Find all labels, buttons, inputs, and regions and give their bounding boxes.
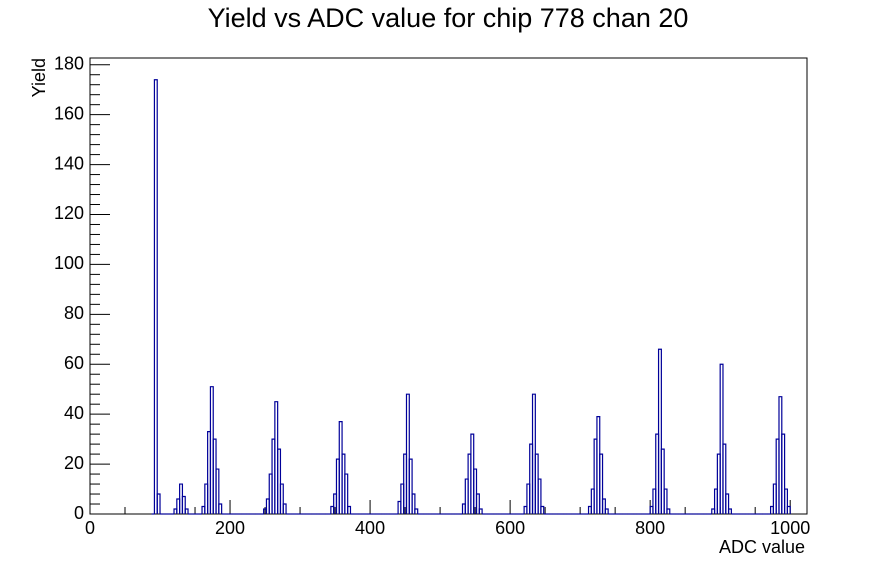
histogram-bin <box>411 493 416 514</box>
histogram-bin <box>218 503 223 514</box>
histogram-bin <box>215 468 220 514</box>
histogram-bin <box>344 473 349 514</box>
y-axis-label: Yield <box>29 58 49 97</box>
histogram-bin <box>405 393 410 514</box>
histogram-bin <box>473 468 478 514</box>
histogram-bin <box>781 433 786 514</box>
y-tick-label: 40 <box>64 403 84 423</box>
histogram-bin <box>786 505 791 514</box>
histogram-bin <box>719 363 724 514</box>
histogram-bin <box>478 508 483 514</box>
x-tick-label: 1000 <box>770 518 810 538</box>
y-tick-label: 140 <box>54 153 84 173</box>
histogram-bin <box>599 453 604 514</box>
histogram-bin <box>725 493 730 514</box>
y-tick-label: 120 <box>54 203 84 223</box>
histogram-bin <box>660 448 665 514</box>
histogram-bin <box>540 505 545 514</box>
x-tick-label: 400 <box>355 518 385 538</box>
y-tick-label: 0 <box>74 503 84 523</box>
histogram-bin <box>722 443 727 514</box>
x-tick-label: 200 <box>215 518 245 538</box>
histogram-bin <box>657 348 662 514</box>
histogram-bin <box>181 495 186 514</box>
histogram-bin <box>601 498 606 514</box>
x-tick-label: 600 <box>495 518 525 538</box>
histogram-bin <box>666 508 671 514</box>
histogram-bin <box>153 79 158 514</box>
histogram-bin <box>783 488 788 514</box>
x-axis-label: ADC value <box>719 537 805 557</box>
y-tick-label: 80 <box>64 303 84 323</box>
y-tick-label: 160 <box>54 103 84 123</box>
histogram-bin <box>727 508 732 514</box>
histogram-bin <box>414 508 419 514</box>
histogram-bin <box>347 505 352 514</box>
y-tick-label: 180 <box>54 53 84 73</box>
x-tick-label: 0 <box>85 518 95 538</box>
histogram-bin <box>156 493 161 514</box>
histogram-bin <box>184 508 189 514</box>
histogram-bin <box>604 508 609 514</box>
chart-title: Yield vs ADC value for chip 778 chan 20 <box>208 3 689 33</box>
histogram-bin <box>537 478 542 514</box>
histogram-bin <box>279 483 284 514</box>
y-tick-label: 60 <box>64 353 84 373</box>
y-tick-label: 100 <box>54 253 84 273</box>
histogram-bin <box>475 493 480 514</box>
histogram-bin <box>663 488 668 514</box>
y-tick-label: 20 <box>64 453 84 473</box>
x-tick-label: 800 <box>635 518 665 538</box>
histogram-bin <box>282 503 287 514</box>
histogram-bin <box>277 448 282 514</box>
histogram-bin <box>408 458 413 514</box>
